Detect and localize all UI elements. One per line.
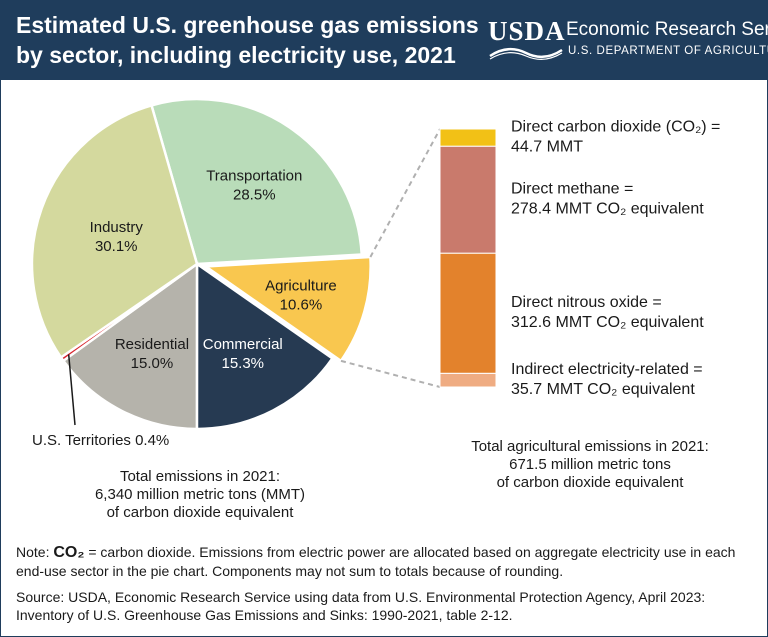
bar-label-direct-nitrous-oxide: Direct nitrous oxide = [511,294,662,311]
pie-total-line-1: Total emissions in 2021: [119,468,281,485]
bar-label-direct-carbon-dioxide-co: Direct carbon dioxide (CO₂) = [511,119,720,136]
bar-labels: Indirect electricity-related = 35.7 MMT C… [511,119,720,399]
bar-segment-direct-methane [439,145,497,254]
bar-total-line-3: of carbon dioxide equivalent [496,474,684,491]
pie-slice-agriculture [201,255,372,363]
bar-segment-direct-carbon-dioxide-co [439,128,497,147]
note-term: CO₂ [53,544,85,561]
pie-label-territories: U.S. Territories 0.4% [32,432,169,449]
pie-value-industry: 30.1% [95,238,138,255]
agency-name: Economic Research Service [566,19,768,40]
bar-value-indirect-electricity-related: 35.7 MMT CO₂ equivalent [511,381,695,398]
chart-title: Estimated U.S. greenhouse gas emissions … [16,12,479,68]
note-text: = carbon dioxide. Emissions from electri… [16,544,736,579]
usda-ers-logo: USDA Economic Research Service U.S. DEPA… [488,12,768,62]
bar-value-direct-methane: 278.4 MMT CO₂ equivalent [511,201,704,218]
usda-logo-text: USDA [488,16,566,46]
header-bar: Estimated U.S. greenhouse gas emissions … [0,0,768,80]
note-prefix: Note: [16,544,54,560]
bar-label-indirect-electricity-related: Indirect electricity-related = [511,361,703,378]
pie-total-text: Total emissions in 2021: 6,340 million m… [50,468,350,522]
pie-slice-transportation [149,97,364,266]
bar-value-direct-nitrous-oxide: 312.6 MMT CO₂ equivalent [511,314,704,331]
source-note: Source: USDA, Economic Research Service … [16,589,706,623]
pie-slice-commercial [195,261,335,431]
footnote: Note: CO₂ = carbon dioxide. Emissions fr… [16,543,756,580]
pie-label-residential: Residential [115,336,189,353]
pie-bar-connectors [340,128,441,388]
pie-value-commercial: 15.3% [221,355,264,372]
bar-total-line-1: Total agricultural emissions in 2021: [471,438,709,455]
connector-bottom [340,359,441,388]
bar-segment-direct-nitrous-oxide [439,252,497,374]
department-name: U.S. DEPARTMENT OF AGRICULTURE [568,45,768,57]
territories-leader-line [67,354,76,426]
pie-value-agriculture: 10.6% [280,296,323,313]
bar-label-direct-methane: Direct methane = [511,181,633,198]
stacked-bar-chart [439,128,497,388]
bar-total-line-2: 671.5 million metric tons [509,456,671,473]
usda-swoosh-icon [489,47,563,60]
pie-value-transportation: 28.5% [233,186,276,203]
pie-total-line-3: of carbon dioxide equivalent [106,504,294,521]
bar-value-direct-carbon-dioxide-co: 44.7 MMT [511,139,583,156]
pie-label-industry: Industry [90,219,144,236]
pie-slice-industry [30,103,199,360]
pie-label-commercial: Commercial [203,336,283,353]
pie-label-agriculture: Agriculture [265,277,337,294]
pie-total-line-2: 6,340 million metric tons (MMT) [94,486,306,503]
pie-chart: Transportation 28.5% Agriculture 10.6% Comme… [30,97,372,449]
bar-total-text: Total agricultural emissions in 2021: 67… [440,438,740,492]
bar-segment-indirect-electricity-related [439,372,497,388]
pie-label-transportation: Transportation [206,167,302,184]
pie-value-residential: 15.0% [131,355,174,372]
connector-top [369,128,441,258]
